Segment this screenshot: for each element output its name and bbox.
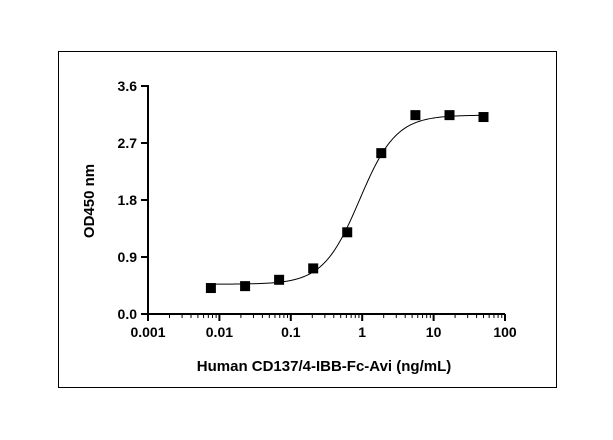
data-point xyxy=(410,110,421,121)
x-tick-label: 10 xyxy=(426,324,442,340)
axes: 0.0 0.9 1.8 2.7 3.6 0.001 0.01 0.1 1 10 100 xyxy=(118,78,517,340)
y-tick-label: 0.0 xyxy=(118,306,138,322)
x-tick-label: 0.01 xyxy=(206,324,233,340)
x-axis-title: Human CD137/4-IBB-Fc-Avi (ng/mL) xyxy=(197,358,451,375)
data-points xyxy=(205,110,489,294)
x-tick-label: 1 xyxy=(358,324,366,340)
data-point xyxy=(308,263,319,274)
data-point xyxy=(342,227,353,238)
x-tick-label: 100 xyxy=(493,324,517,340)
y-tick-label: 0.9 xyxy=(118,249,138,265)
fit-curve-layer xyxy=(210,114,484,285)
y-tick-label: 2.7 xyxy=(118,135,138,151)
x-tick-label: 0.1 xyxy=(281,324,301,340)
y-axis-title: OD450 nm xyxy=(81,164,98,238)
data-point xyxy=(274,274,285,285)
y-tick-label: 3.6 xyxy=(118,78,138,94)
x-tick-label: 0.001 xyxy=(130,324,165,340)
data-point xyxy=(376,148,387,159)
data-point xyxy=(205,283,216,294)
data-point xyxy=(478,112,489,123)
data-point xyxy=(240,281,251,292)
chart-frame xyxy=(58,51,557,388)
fit-curve xyxy=(210,114,484,285)
y-tick-label: 1.8 xyxy=(118,192,138,208)
data-point xyxy=(444,110,455,121)
